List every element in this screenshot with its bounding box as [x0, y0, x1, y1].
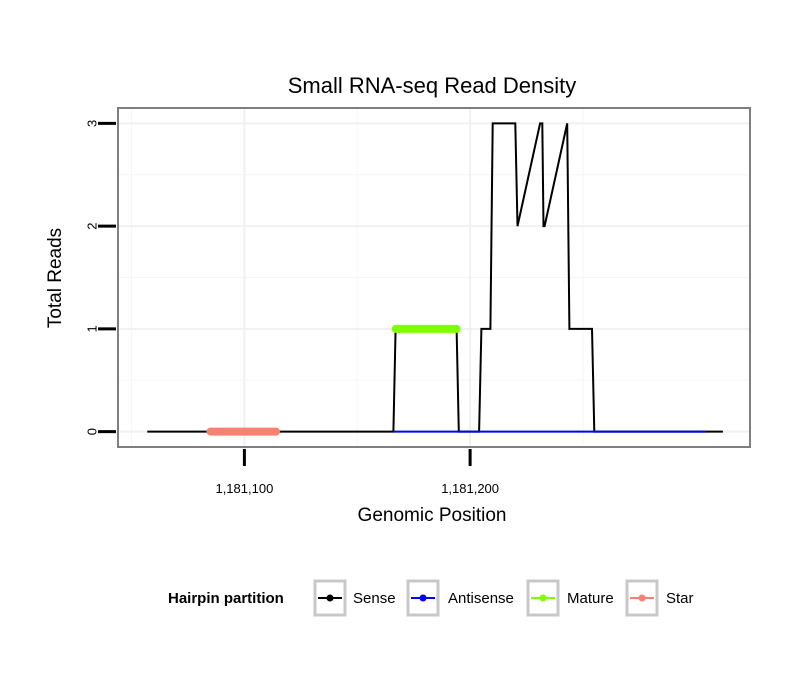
y-axis-title: Total Reads	[45, 228, 66, 328]
legend-label-mature: Mature	[567, 590, 614, 607]
legend-dot-mature	[539, 594, 547, 602]
legend-label-sense: Sense	[353, 590, 396, 607]
chart-title: Small RNA-seq Read Density	[288, 73, 577, 98]
legend: Hairpin partition Sense Antisense Mature St…	[168, 579, 694, 617]
plot-border	[117, 107, 751, 448]
legend-label-antisense: Antisense	[448, 590, 514, 607]
y-tick-label: 0	[85, 428, 100, 435]
legend-dot-star	[638, 594, 646, 602]
series-line-sense	[147, 122, 723, 433]
x-tick-label: 1,181,200	[441, 481, 499, 496]
y-tick-label: 3	[85, 120, 100, 127]
y-tick-label: 1	[85, 325, 100, 332]
legend-title: Hairpin partition	[168, 590, 284, 607]
x-tick-label: 1,181,100	[215, 481, 273, 496]
x-axis-title: Genomic Position	[358, 505, 507, 526]
plot-panel: 0 1 2 3 1,181,100 1,181,200	[85, 107, 751, 496]
legend-dot-antisense	[419, 594, 427, 602]
legend-dot-sense	[326, 594, 334, 602]
legend-label-star: Star	[666, 590, 694, 607]
y-tick-label: 2	[85, 223, 100, 230]
